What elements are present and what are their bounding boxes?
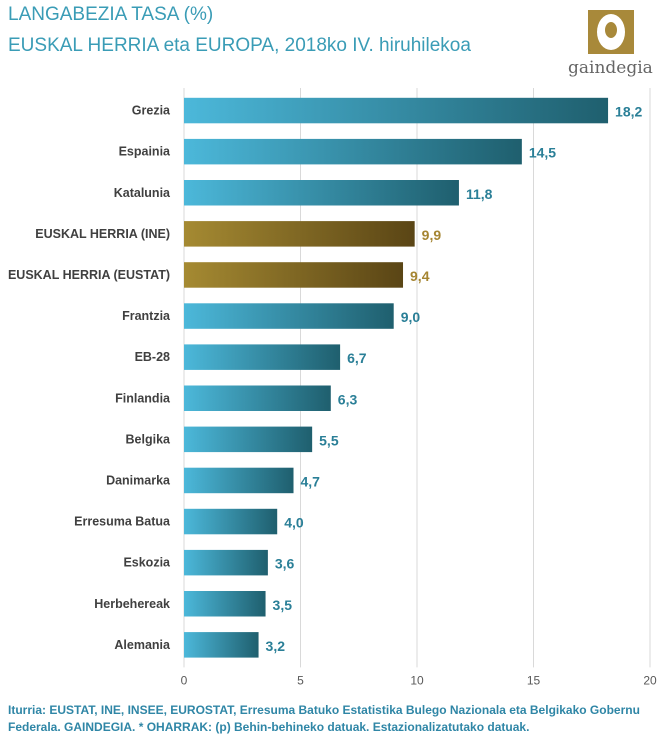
bar [184,385,331,411]
category-label: Belgika [126,432,172,446]
value-label: 3,2 [266,638,286,654]
value-label: 3,5 [273,597,293,613]
bar [184,467,294,494]
bar [184,180,459,206]
value-label: 18,2 [615,104,642,120]
labels: Grezia 18,2 Espainia 14,5 Katalunia 11,8 EUSKA… [8,104,643,654]
bar [184,426,313,453]
value-label: 3,6 [275,556,295,572]
bar-chart: Grezia 18,2 Espainia 14,5 Katalunia 11,8 EUSKA… [8,88,657,687]
category-label: Grezia [132,104,171,118]
chart-title: LANGABEZIA TASA (%) [8,4,214,25]
value-label: 9,9 [422,227,442,243]
value-label: 4,7 [301,473,321,489]
logo-text: gaindegia [568,58,653,78]
x-axis-ticks: 0 5 10 15 20 [181,673,657,687]
value-label: 11,8 [466,186,493,202]
bar [184,262,404,288]
bars [184,97,609,658]
value-label: 5,5 [319,432,339,448]
category-label: Katalunia [114,186,171,200]
bar [184,344,341,370]
category-label: Erresuma Batua [74,515,171,529]
category-label: Herbehereak [94,597,170,611]
bar [184,549,268,576]
category-label: Espainia [119,145,171,159]
value-label: 6,3 [338,391,358,407]
chart-subtitle: EUSKAL HERRIA eta EUROPA, 2018ko IV. hir… [8,35,471,56]
bar [184,97,609,124]
logo-mark-icon [588,10,634,54]
bar [184,632,259,658]
category-label: EUSKAL HERRIA (INE) [35,227,170,241]
category-label: Alemania [114,638,171,652]
category-label: EUSKAL HERRIA (EUSTAT) [8,268,170,282]
x-tick-label: 0 [181,673,188,687]
category-label: Eskozia [123,556,171,570]
x-tick-label: 20 [643,673,657,687]
x-tick-label: 5 [297,673,304,687]
gridlines [183,88,651,668]
category-label: Frantzia [122,309,171,323]
category-label: Finlandia [115,391,171,405]
source-note: Iturria: EUSTAT, INE, INSEE, EUROSTAT, E… [8,703,640,734]
category-label: EB-28 [135,350,170,364]
bar [184,221,415,247]
bar [184,138,522,165]
value-label: 9,4 [410,268,430,284]
bar [184,508,278,535]
value-label: 4,0 [284,515,304,531]
value-label: 14,5 [529,145,556,161]
x-tick-label: 10 [410,673,424,687]
bar [184,591,266,617]
category-label: Danimarka [106,473,171,487]
x-tick-label: 15 [527,673,541,687]
value-label: 6,7 [347,350,367,366]
value-label: 9,0 [401,309,421,325]
bar [184,303,394,329]
